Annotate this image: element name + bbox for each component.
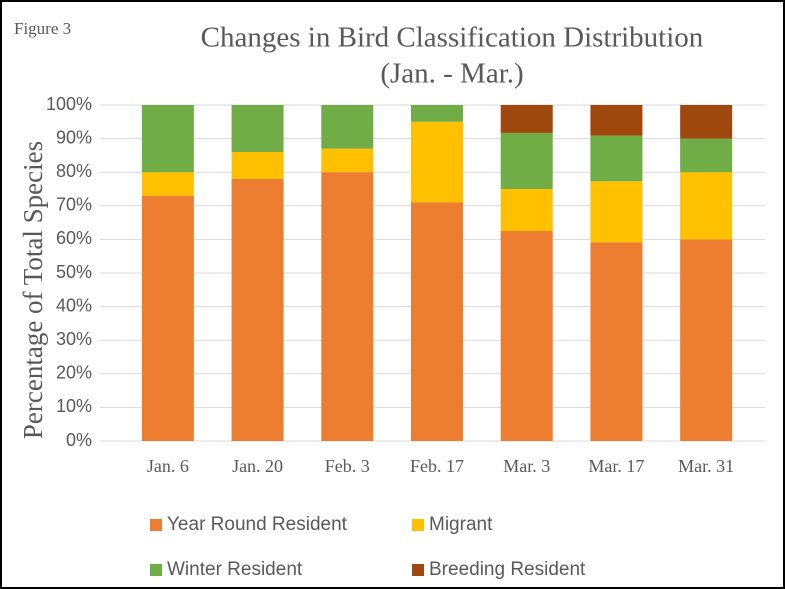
bar-segment <box>680 138 733 173</box>
bar-segment <box>590 105 643 136</box>
x-tick-label: Jan. 6 <box>147 456 189 476</box>
y-tick-label: 0% <box>66 430 92 450</box>
bar-segment <box>321 172 374 441</box>
bar-segment <box>590 242 643 441</box>
x-tick-label: Feb. 3 <box>325 456 370 476</box>
x-tick-label: Mar. 3 <box>503 456 550 476</box>
bar-segment <box>500 132 553 189</box>
bar-segment <box>321 105 374 149</box>
bar-segment <box>231 178 284 442</box>
y-tick-label: 40% <box>56 295 92 315</box>
bar-segment <box>680 239 733 441</box>
legend-label: Winter Resident <box>167 559 303 580</box>
legend-label: Breeding Resident <box>429 559 586 580</box>
x-tick-label: Jan. 20 <box>232 456 283 476</box>
bar-segment <box>500 231 553 441</box>
bar-segment <box>590 135 643 182</box>
bar-segment <box>321 148 374 173</box>
y-tick-label: 100% <box>46 94 92 114</box>
chart-title: Changes in Bird Classification Distribut… <box>201 22 704 54</box>
bar-segment <box>500 105 553 133</box>
figure-label: Figure 3 <box>14 19 71 38</box>
x-tick-label: Mar. 17 <box>588 456 644 476</box>
bar-segment <box>141 195 194 441</box>
y-tick-label: 20% <box>56 363 92 383</box>
x-tick-label: Feb. 17 <box>410 456 464 476</box>
bar-segment <box>680 172 733 240</box>
legend-swatch <box>412 519 424 531</box>
bar-segment <box>231 152 284 179</box>
bar-segment <box>590 181 643 243</box>
y-tick-label: 90% <box>56 127 92 147</box>
bar-segment <box>680 105 733 139</box>
legend-label: Migrant <box>429 514 493 535</box>
legend-swatch <box>412 564 424 576</box>
bar-segment <box>500 189 553 231</box>
y-axis-label: Percentage of Total Species <box>18 141 48 439</box>
y-tick-label: 30% <box>56 329 92 349</box>
legend-swatch <box>150 519 162 531</box>
legend-label: Year Round Resident <box>167 514 348 535</box>
y-tick-label: 50% <box>56 262 92 282</box>
x-tick-label: Mar. 31 <box>678 456 734 476</box>
legend-swatch <box>150 564 162 576</box>
chart-subtitle: (Jan. - Mar.) <box>380 58 523 90</box>
y-tick-label: 10% <box>56 396 92 416</box>
bar-segment <box>231 105 284 153</box>
y-tick-label: 70% <box>56 195 92 215</box>
y-tick-label: 80% <box>56 161 92 181</box>
bar-segment <box>411 105 463 122</box>
bar-segment <box>411 121 463 203</box>
bar-segment <box>141 172 194 196</box>
y-tick-label: 60% <box>56 228 92 248</box>
bar-segment <box>141 105 194 173</box>
bar-segment <box>411 202 463 441</box>
